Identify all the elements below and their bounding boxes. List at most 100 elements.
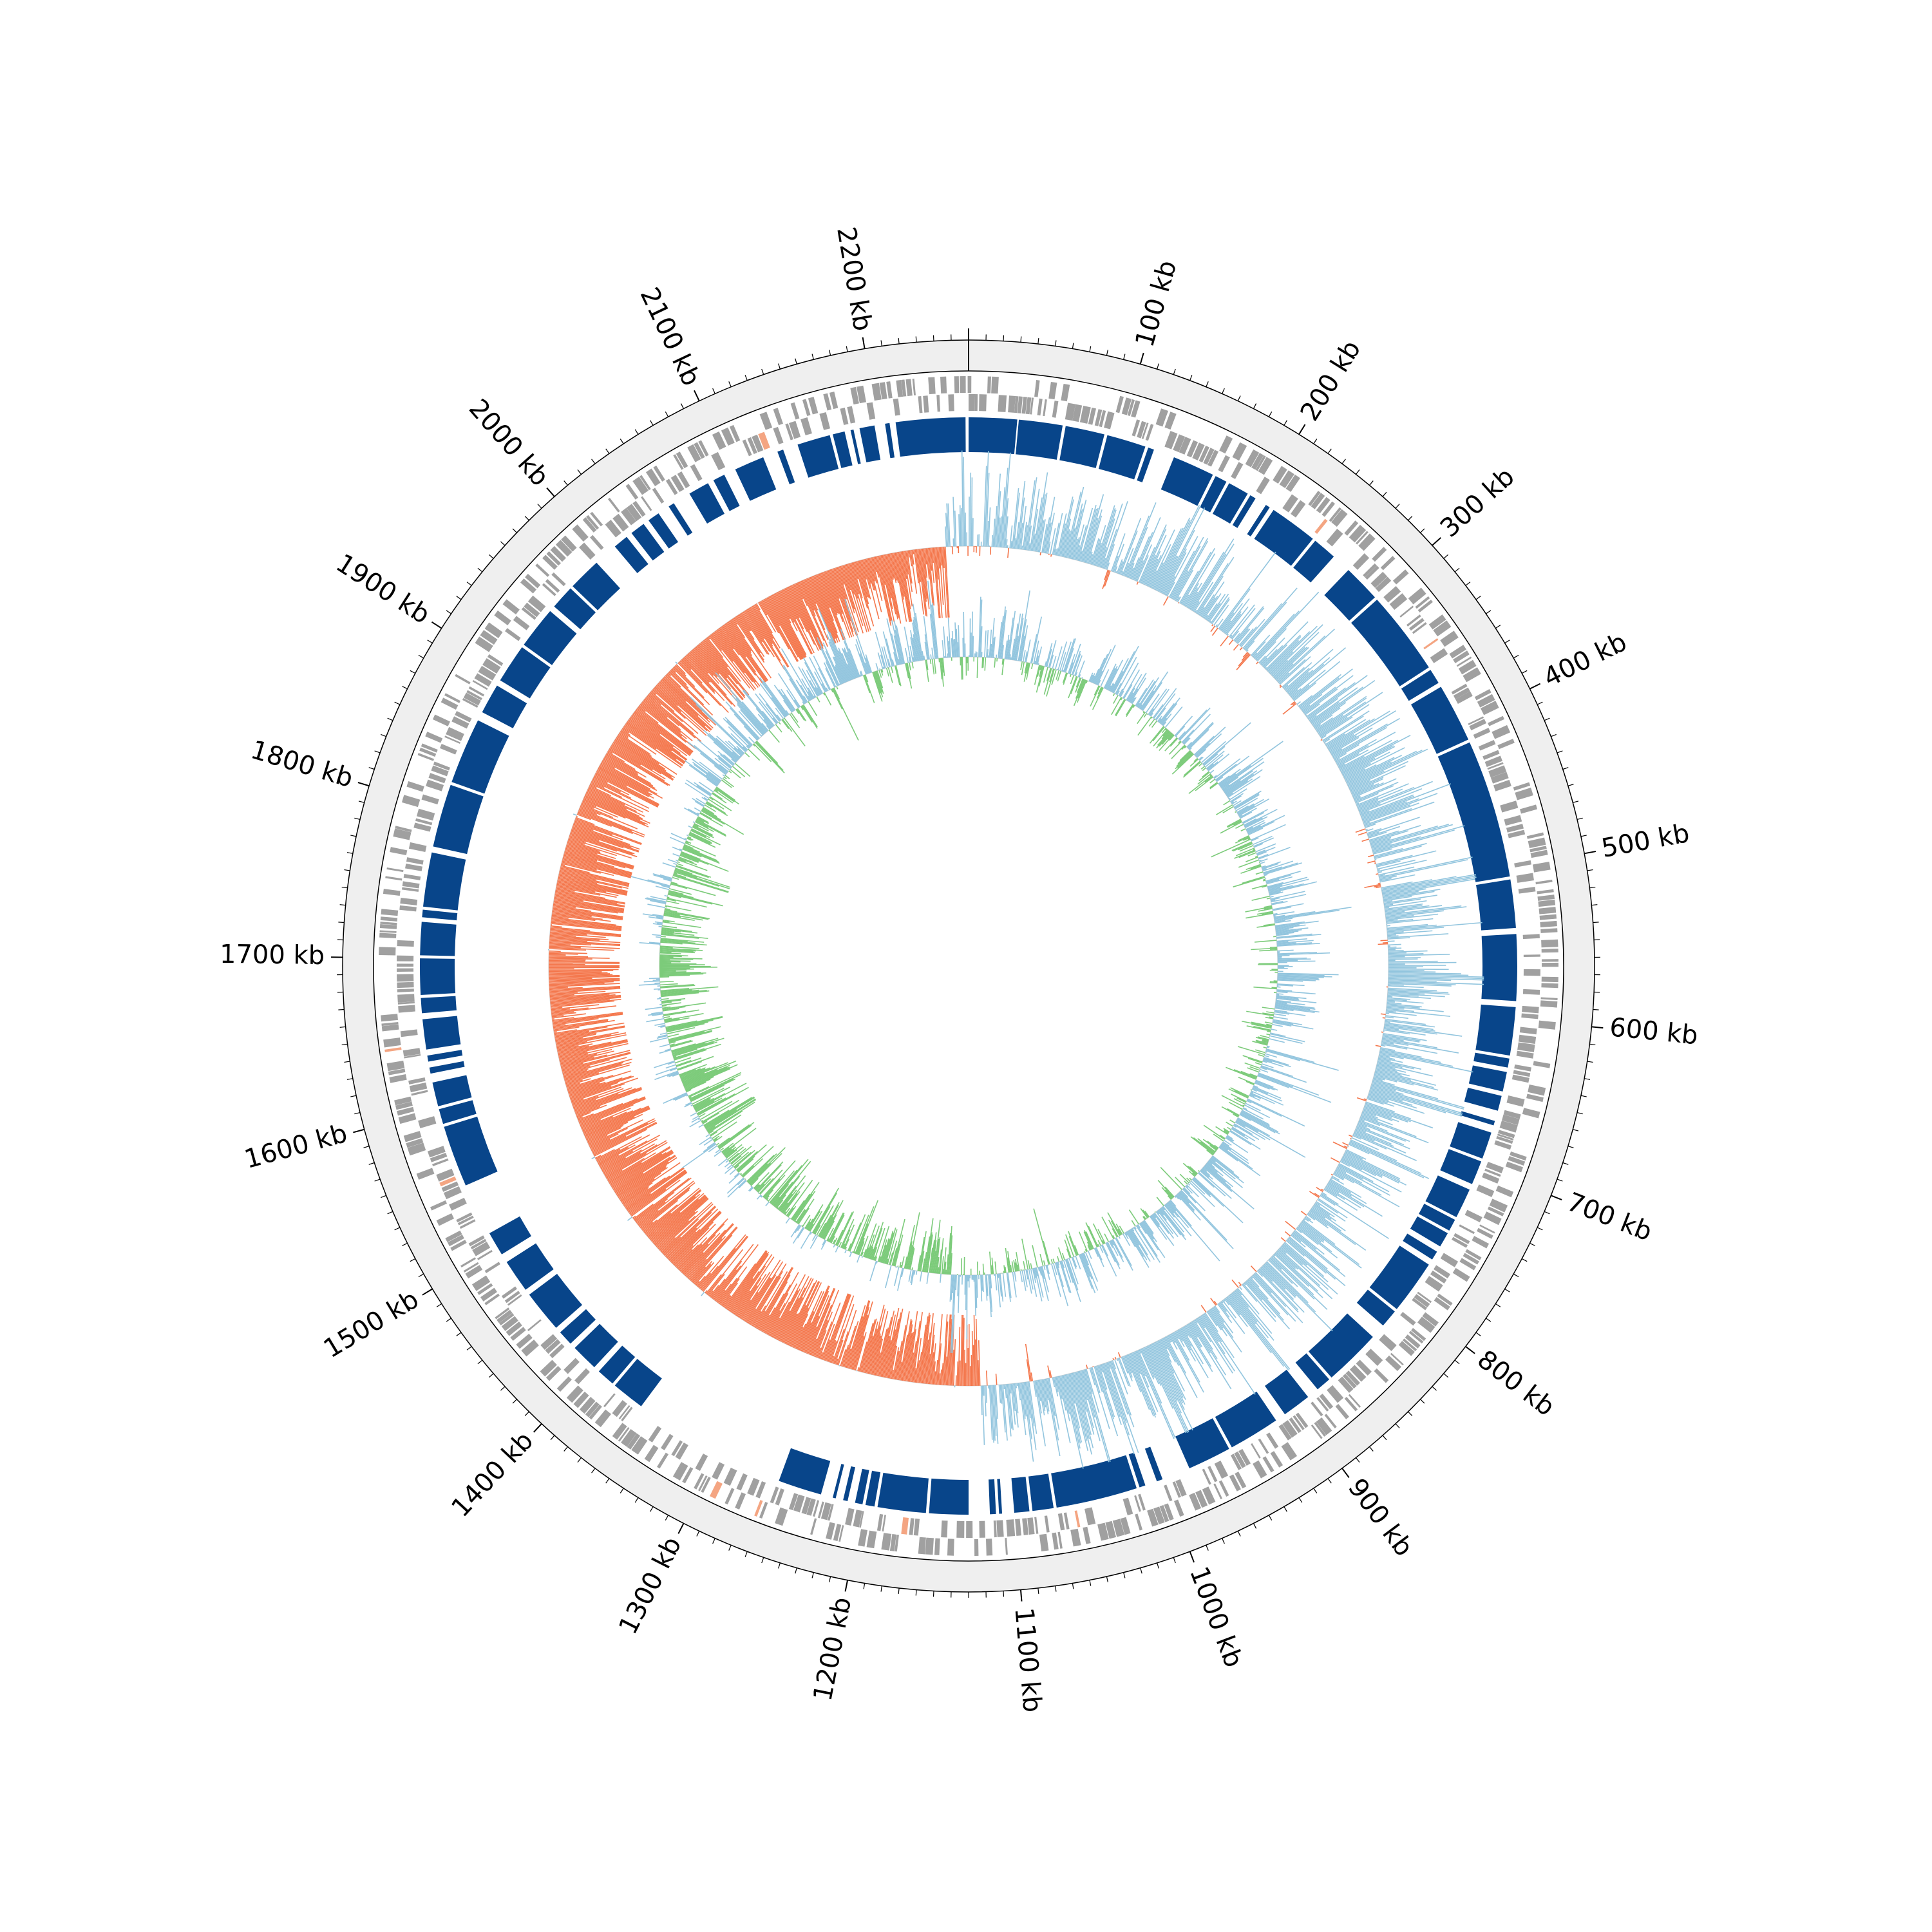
feature-tick (507, 1294, 522, 1306)
signal-positive-mark (1081, 677, 1083, 679)
signal-negative-mark (1070, 676, 1078, 695)
signal-positive-mark (1246, 1100, 1252, 1104)
signal-positive-mark (1265, 871, 1301, 882)
signal-negative-mark (1182, 1162, 1197, 1176)
signal-positive-mark (1198, 1172, 1215, 1188)
feature-tick (1179, 437, 1191, 455)
signal-positive-mark (1164, 1204, 1175, 1218)
feature-tick (1365, 1349, 1383, 1366)
signal-negative-mark (663, 919, 675, 923)
signal-negative-mark (819, 573, 846, 640)
signal-positive-mark (1039, 1379, 1046, 1412)
signal-negative-mark (906, 550, 913, 584)
minor-tick (1123, 354, 1126, 360)
signal-positive-mark (1308, 697, 1339, 721)
signal-negative-mark (745, 1274, 777, 1323)
signal-negative-mark (599, 764, 649, 793)
signal-negative-mark (665, 1016, 723, 1029)
signal-positive-mark (1266, 878, 1280, 884)
signal-positive-mark (1119, 662, 1139, 697)
signal-positive-mark (952, 1274, 954, 1293)
feature-tick (1518, 887, 1536, 894)
signal-positive-mark (1149, 1216, 1168, 1240)
signal-negative-mark (676, 863, 684, 867)
signal-positive-mark (1266, 1261, 1309, 1303)
feature-tick (621, 1428, 637, 1447)
blue-block (797, 435, 839, 478)
minor-tick (605, 1478, 610, 1484)
signal-positive-mark (835, 1245, 839, 1253)
feature-tick (463, 692, 481, 706)
signal-positive-mark (1236, 805, 1249, 813)
feature-tick (390, 847, 408, 856)
signal-positive-mark (1110, 658, 1129, 692)
signal-negative-mark (1030, 1372, 1034, 1381)
signal-negative-mark (562, 857, 632, 876)
signal-negative-mark (700, 1101, 733, 1121)
signal-positive-mark (1193, 1177, 1224, 1207)
signal-negative-mark (1076, 678, 1084, 694)
signal-negative-mark (570, 831, 635, 855)
signal-negative-mark (824, 692, 832, 706)
signal-positive-mark (1082, 1370, 1110, 1463)
signal-negative-mark (763, 599, 799, 662)
feature-tick (790, 402, 800, 420)
signal-positive-mark (715, 737, 739, 760)
signal-positive-mark (1113, 544, 1124, 573)
signal-negative-mark (866, 1245, 872, 1258)
feature-tick (747, 437, 757, 455)
signal-negative-mark (612, 743, 662, 775)
signal-positive-mark (1374, 1072, 1434, 1088)
signal-positive-mark (1388, 980, 1484, 985)
signal-positive-mark (1151, 1214, 1160, 1226)
signal-negative-mark (1164, 737, 1178, 752)
signal-negative-mark (1033, 1208, 1050, 1265)
signal-negative-mark (614, 1172, 644, 1192)
signal-negative-mark (858, 560, 870, 598)
signal-negative-mark (801, 705, 813, 723)
signal-negative-mark (750, 606, 789, 668)
signal-negative-mark (1024, 662, 1028, 674)
signal-negative-mark (665, 1211, 712, 1257)
signal-negative-mark (549, 947, 614, 951)
signal-positive-mark (717, 757, 732, 770)
feature-tick (1135, 1513, 1143, 1531)
signal-negative-mark (1253, 986, 1277, 990)
signal-positive-mark (697, 812, 700, 815)
signal-positive-mark (1350, 1140, 1422, 1175)
signal-positive-mark (1126, 1231, 1150, 1268)
signal-positive-mark (1369, 825, 1421, 842)
signal-negative-mark (844, 1349, 851, 1368)
signal-negative-mark (659, 983, 678, 986)
feature-tick (985, 1539, 993, 1556)
signal-negative-mark (711, 1244, 754, 1299)
signal-negative-mark (1126, 704, 1135, 717)
signal-positive-mark (1269, 1035, 1303, 1044)
signal-negative-mark (1057, 670, 1062, 681)
signal-positive-mark (1141, 528, 1167, 584)
signal-negative-mark (659, 973, 704, 976)
signal-positive-mark (1356, 802, 1359, 805)
signal-positive-mark (1226, 780, 1249, 796)
signal-positive-mark (1158, 555, 1178, 592)
minor-tick (1382, 491, 1387, 497)
signal-positive-mark (1251, 641, 1266, 657)
signal-positive-mark (849, 1251, 851, 1253)
signal-negative-mark (880, 555, 893, 609)
signal-positive-mark (1320, 716, 1353, 738)
signal-negative-mark (1238, 653, 1250, 667)
signal-positive-mark (1186, 1185, 1189, 1188)
signal-positive-mark (1291, 688, 1302, 697)
feature-tick (1379, 1334, 1397, 1351)
signal-positive-mark (1190, 553, 1227, 611)
signal-negative-mark (696, 1097, 726, 1114)
feature-tick (561, 535, 577, 552)
signal-positive-mark (1105, 1242, 1116, 1263)
signal-positive-mark (1383, 1032, 1427, 1041)
signal-negative-mark (805, 578, 817, 604)
signal-positive-mark (1274, 647, 1308, 679)
signal-positive-mark (1338, 1163, 1374, 1182)
minor-tick (620, 439, 624, 444)
signal-negative-mark (578, 809, 632, 832)
signal-positive-mark (1188, 728, 1209, 750)
